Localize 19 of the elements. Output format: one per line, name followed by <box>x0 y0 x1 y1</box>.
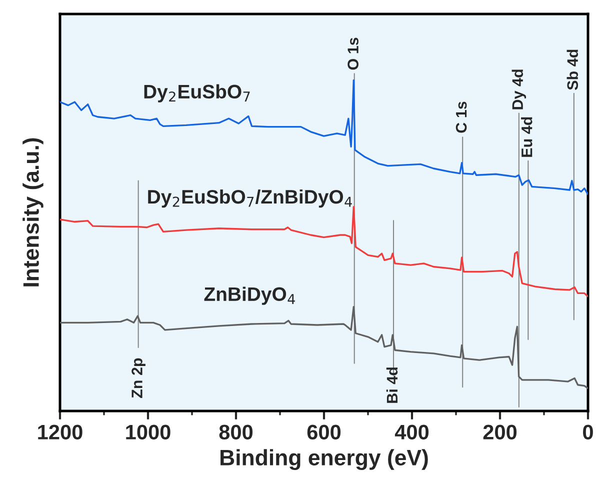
series-label: ZnBiDyO$_{4}$ <box>204 286 295 305</box>
x-tick-label: 1000 <box>126 424 170 440</box>
ref-line-label: Eu 4d <box>521 117 532 157</box>
ref-line-label: Bi 4d <box>386 368 398 403</box>
ref-line-label: Zn 2p <box>132 358 146 398</box>
x-axis-title: Binding energy (eV) <box>220 449 428 470</box>
series-label: Dy$_{2}$EuSbO$_{7}$ <box>144 84 250 102</box>
x-tick-label: 600 <box>307 424 341 440</box>
ref-line-label: O 1s <box>348 38 358 70</box>
x-tick-label: 400 <box>394 424 429 440</box>
x-tick-label: 1200 <box>38 424 82 440</box>
x-tick-label: 200 <box>483 424 517 440</box>
x-tick-label: 0 <box>583 424 593 440</box>
x-tick-label: 800 <box>219 424 253 440</box>
ref-line-label: Sb 4d <box>566 50 578 90</box>
ref-line-label: C 1s <box>456 102 467 133</box>
y-axis-title: Intensity (a.u.) <box>22 138 44 286</box>
series-label: Dy$_{2}$EuSbO$_{7}$/ZnBiDyO$_{4}$ <box>148 189 352 208</box>
ref-line-label: Dy 4d <box>512 70 526 110</box>
